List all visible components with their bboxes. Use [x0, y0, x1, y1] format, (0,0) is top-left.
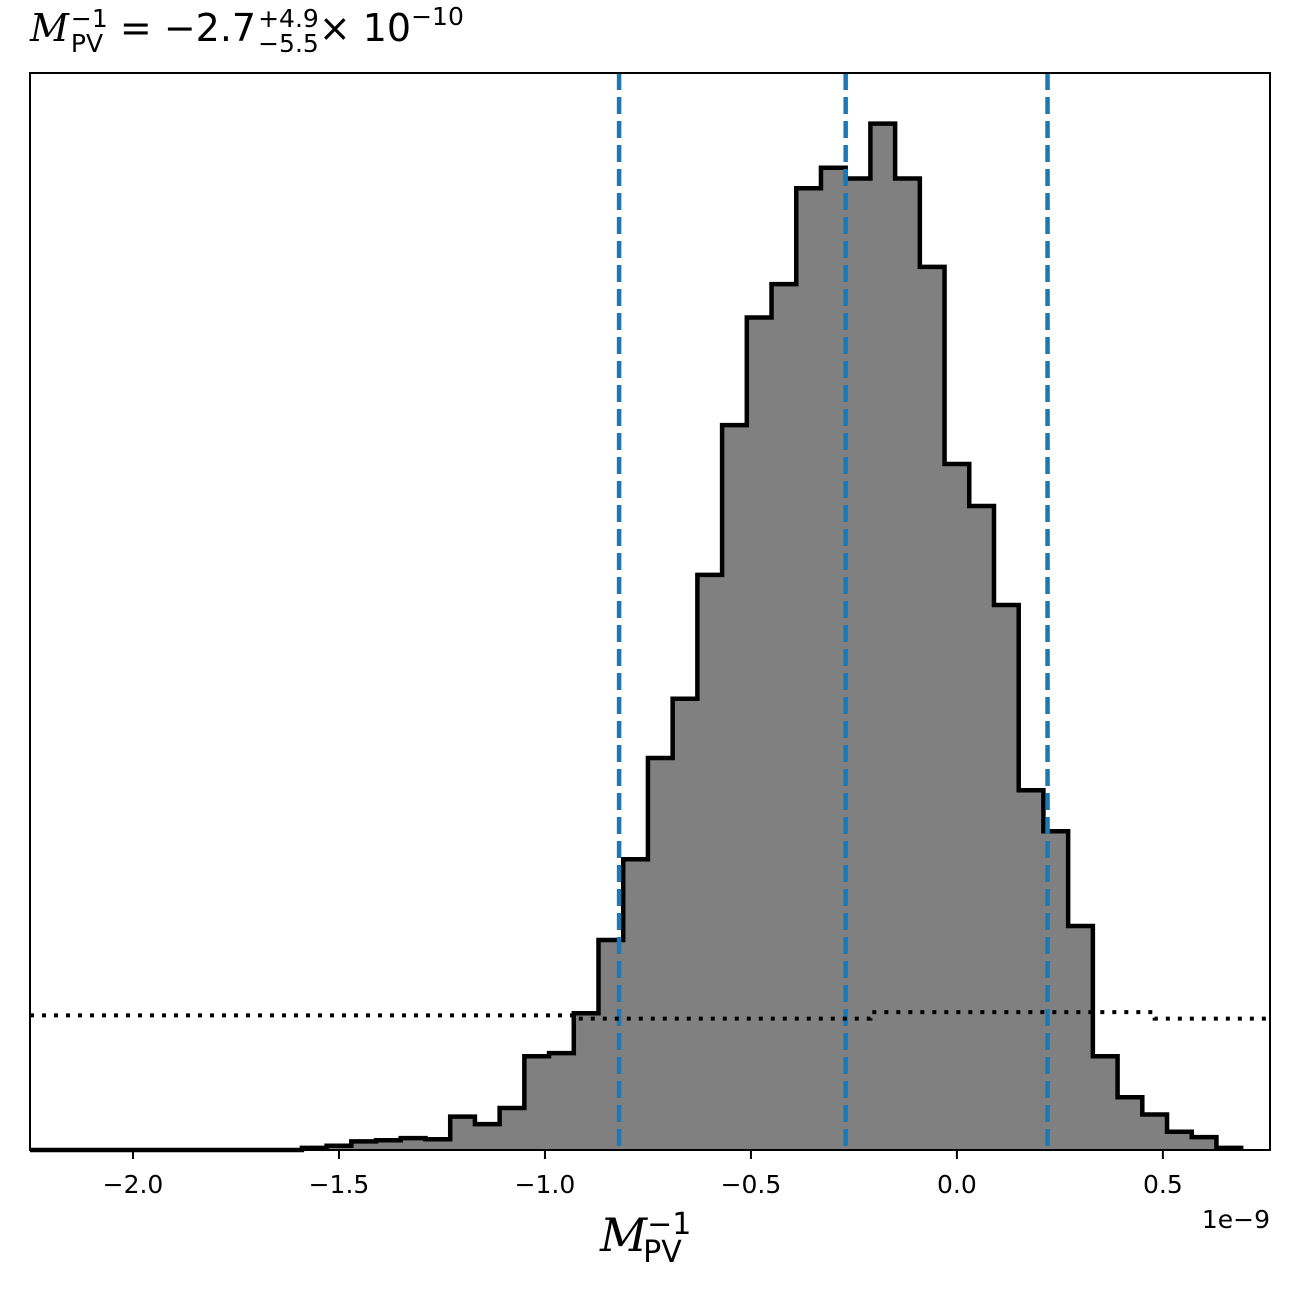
title-exponent-base: 10: [362, 6, 412, 50]
xlabel-script: −1 PV: [643, 1206, 692, 1268]
x-tick-label: 0.5: [1143, 1170, 1183, 1199]
title-central-value: −2.7: [163, 6, 257, 50]
x-tick-label: 0.0: [937, 1170, 977, 1199]
xlabel-symbol: M: [600, 1208, 648, 1262]
title-subscript: PV: [70, 28, 104, 58]
title-superscript: −1: [70, 3, 108, 33]
histogram-bar: [672, 698, 698, 1150]
xlabel-subscript: PV: [643, 1235, 682, 1270]
histogram-bar: [919, 266, 946, 1150]
histogram-bar: [400, 1138, 426, 1150]
histogram-bar: [1142, 1114, 1168, 1150]
histogram-bar: [722, 425, 748, 1151]
credible-interval-lines: [616, 73, 1050, 1150]
histogram-bar: [1191, 1137, 1217, 1150]
title-script: −1 PV: [71, 6, 108, 56]
histogram-bar: [993, 605, 1020, 1150]
title-symbol: M: [30, 6, 69, 50]
histogram-bar: [1068, 925, 1094, 1150]
plot-frame: [29, 72, 1271, 1151]
histogram-bar: [697, 574, 723, 1150]
histogram-bar: [474, 1124, 501, 1150]
xlabel-superscript: −1: [647, 1206, 692, 1242]
title-lower-error: −5.5: [258, 28, 319, 58]
histogram-bar: [969, 505, 995, 1151]
histogram-bar: [623, 859, 649, 1150]
x-axis-label: M −1 PV: [600, 1208, 691, 1268]
histogram-bar: [647, 757, 674, 1150]
chart-title: M −1 PV = −2.7 +4.9 −5.5 × 10−10: [30, 2, 464, 56]
x-axis-ticks: −2.0 −1.5 −1.0 −0.5 0.0 0.5: [103, 1150, 1183, 1199]
histogram-bar: [1117, 1097, 1143, 1150]
histogram-bar: [845, 178, 871, 1150]
x-tick-label: −1.0: [515, 1170, 576, 1199]
histogram-bar: [1018, 790, 1044, 1150]
histogram-bar: [573, 1013, 600, 1150]
histogram-bar: [499, 1107, 525, 1150]
x-tick-label: −1.5: [309, 1170, 370, 1199]
x-axis-offset-text: 1e−9: [1201, 1205, 1270, 1234]
histogram-bar: [796, 188, 822, 1150]
histogram-bar: [870, 123, 896, 1150]
histogram-bar: [351, 1141, 377, 1150]
histogram-bar: [820, 167, 847, 1150]
histogram-bar: [450, 1116, 476, 1150]
histogram-bars: [301, 123, 1242, 1151]
title-equals: =: [119, 6, 152, 50]
histogram-bar: [746, 317, 773, 1150]
histogram-bar: [425, 1139, 451, 1150]
histogram-bar: [944, 463, 970, 1150]
histogram-bar: [771, 284, 797, 1150]
histogram-bar: [549, 1053, 575, 1150]
histogram-bar: [376, 1140, 402, 1150]
title-upper-error: +4.9: [258, 3, 319, 33]
x-tick-label: −0.5: [721, 1170, 782, 1199]
title-times: ×: [318, 6, 351, 50]
prior-line: [30, 1010, 1270, 1021]
histogram-bar: [895, 178, 921, 1150]
histogram-outline: [30, 121, 1244, 1153]
x-tick-label: −2.0: [103, 1170, 164, 1199]
title-errors: +4.9 −5.5: [258, 6, 319, 56]
histogram-bar: [1092, 1056, 1119, 1150]
histogram-bar: [1167, 1131, 1193, 1150]
title-exponent: −10: [411, 2, 464, 31]
histogram-bar: [524, 1056, 550, 1150]
